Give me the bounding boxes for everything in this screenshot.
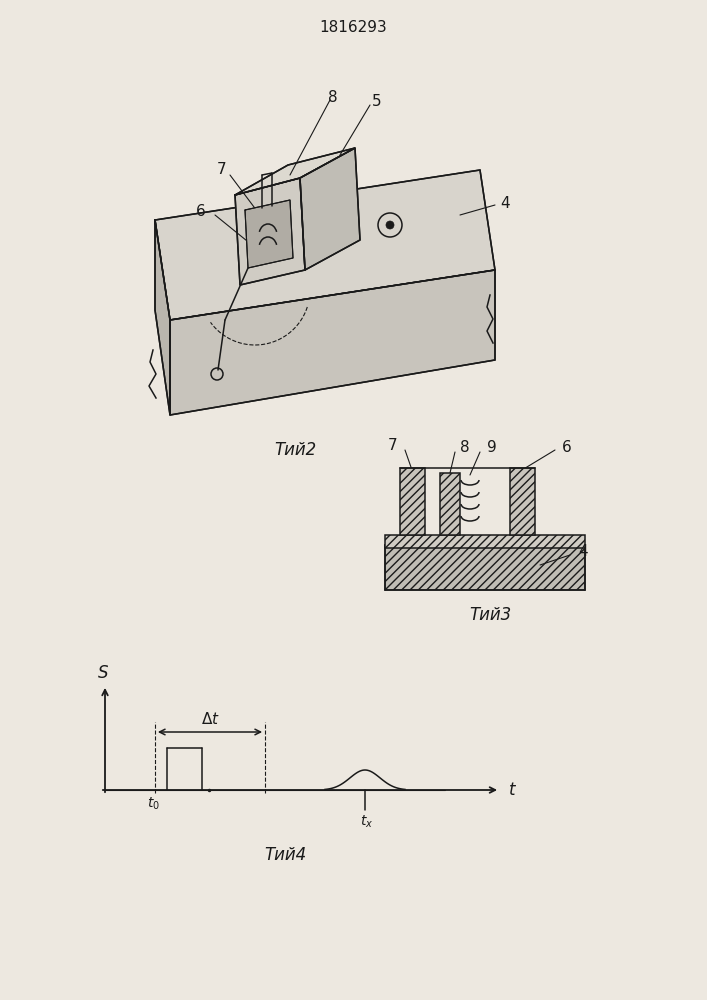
Text: $S$: $S$	[97, 664, 109, 682]
Text: 4: 4	[578, 544, 588, 560]
Polygon shape	[235, 148, 355, 195]
Text: $\Delta t$: $\Delta t$	[201, 711, 219, 727]
Text: $t$: $t$	[508, 781, 518, 799]
Polygon shape	[245, 200, 293, 268]
Text: 4: 4	[500, 196, 510, 211]
Text: 5: 5	[372, 95, 382, 109]
Text: 7: 7	[217, 162, 227, 178]
Text: 7: 7	[387, 438, 397, 454]
Polygon shape	[235, 178, 305, 285]
Bar	[440, 473, 460, 535]
Text: Τий4: Τий4	[264, 846, 306, 864]
Text: Τий2: Τий2	[274, 441, 316, 459]
Text: $t_x$: $t_x$	[361, 814, 374, 830]
Text: 6: 6	[562, 440, 572, 454]
Polygon shape	[155, 220, 170, 415]
Polygon shape	[155, 170, 495, 320]
Bar	[385, 545, 585, 590]
Text: $t_0$: $t_0$	[146, 796, 160, 812]
Bar	[400, 468, 425, 535]
Text: 8: 8	[460, 440, 469, 456]
Text: 9: 9	[487, 440, 497, 456]
Bar	[385, 535, 585, 548]
Text: 8: 8	[328, 90, 338, 104]
Text: 6: 6	[197, 204, 206, 219]
Text: Τий3: Τий3	[469, 606, 511, 624]
Circle shape	[386, 221, 394, 229]
Text: 1816293: 1816293	[319, 20, 387, 35]
Polygon shape	[300, 148, 360, 270]
Bar	[510, 468, 535, 535]
Polygon shape	[170, 270, 495, 415]
